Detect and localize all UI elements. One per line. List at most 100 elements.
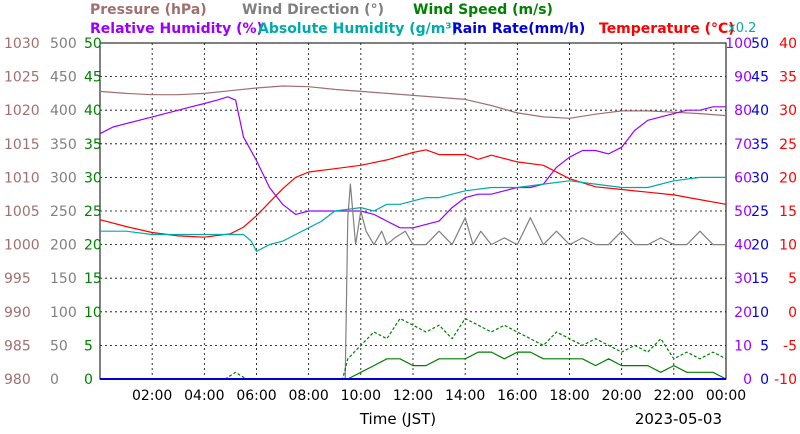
legend-entry: Relative Humidity (%) xyxy=(90,21,263,37)
wind-direction-tick-label: 350 xyxy=(50,137,77,153)
rain-rate-tick-label: 15 xyxy=(751,271,769,287)
wind-direction-tick-label: 0 xyxy=(50,372,59,388)
humidity-tick-label: 90 xyxy=(734,70,752,86)
x-tick-label: 16:00 xyxy=(497,388,537,404)
multiplier-label: x0.2 xyxy=(728,21,756,36)
wind-speed-tick-label: 20 xyxy=(84,238,102,254)
x-tick-label: 22:00 xyxy=(654,388,694,404)
humidity-tick-label: 100 xyxy=(725,36,752,52)
rain-rate-tick-label: 0 xyxy=(760,372,769,388)
legend-entry: Pressure (hPa) xyxy=(90,2,207,18)
humidity-tick-label: 60 xyxy=(734,170,752,186)
humidity-tick-label: 70 xyxy=(734,137,752,153)
series-line-5 xyxy=(100,317,727,380)
wind-direction-tick-label: 150 xyxy=(50,271,77,287)
rain-rate-tick-label: 20 xyxy=(751,238,769,254)
rain-rate-tick-label: 50 xyxy=(751,36,769,52)
wind-direction-tick-label: 500 xyxy=(50,36,77,52)
multiplier-text: x0.2 xyxy=(728,21,756,36)
pressure-tick-label: 1020 xyxy=(4,103,40,119)
series-line-3 xyxy=(100,176,726,252)
rain-rate-tick-label: 45 xyxy=(751,70,769,86)
legend-entry: Temperature (°C) xyxy=(599,21,735,37)
wind-speed-tick-label: 5 xyxy=(84,338,93,354)
legend-entry: Absolute Humidity (g/m³) xyxy=(258,21,458,37)
x-axis-label: Time (JST) xyxy=(359,410,436,428)
wind-speed-tick-label: 50 xyxy=(84,36,102,52)
x-tick-label: 10:00 xyxy=(341,388,381,404)
wind-direction-tick-label: 200 xyxy=(50,238,77,254)
series-line-4 xyxy=(100,183,726,380)
legend-entry: Rain Rate(mm/h) xyxy=(452,21,585,37)
wind-speed-tick-label: 25 xyxy=(84,204,102,220)
temperature-tick-label: 40 xyxy=(779,36,797,52)
x-tick-label: 02:00 xyxy=(132,388,172,404)
humidity-tick-label: 30 xyxy=(734,271,752,287)
temperature-tick-label: 5 xyxy=(788,271,797,287)
temperature-tick-label: 15 xyxy=(779,204,797,220)
pressure-tick-label: 1000 xyxy=(4,238,40,254)
temperature-tick-label: 25 xyxy=(779,137,797,153)
humidity-tick-label: 20 xyxy=(734,305,752,321)
x-tick-label: 08:00 xyxy=(288,388,328,404)
pressure-tick-label: 1005 xyxy=(4,204,40,220)
humidity-tick-label: 80 xyxy=(734,103,752,119)
pressure-tick-label: 1010 xyxy=(4,170,40,186)
date-label: 2023-05-03 xyxy=(635,410,722,428)
legend-entry: Wind Direction (°) xyxy=(242,2,384,18)
x-tick-label: 00:00 xyxy=(706,388,746,404)
temperature-tick-label: 35 xyxy=(779,70,797,86)
pressure-tick-label: 990 xyxy=(4,305,31,321)
wind-speed-tick-label: 0 xyxy=(84,372,93,388)
rain-rate-tick-label: 5 xyxy=(760,338,769,354)
x-tick-label: 12:00 xyxy=(393,388,433,404)
wind-direction-tick-label: 450 xyxy=(50,70,77,86)
series-line-2 xyxy=(99,96,726,229)
wind-speed-tick-label: 35 xyxy=(84,137,102,153)
humidity-tick-label: 10 xyxy=(734,338,752,354)
rain-rate-tick-label: 35 xyxy=(751,137,769,153)
pressure-tick-label: 995 xyxy=(4,271,31,287)
x-tick-label: 20:00 xyxy=(601,388,641,404)
series-line-6 xyxy=(100,351,727,380)
temperature-tick-label: 30 xyxy=(779,103,797,119)
legend-entry: Wind Speed (m/s) xyxy=(413,2,553,18)
humidity-tick-label: 0 xyxy=(743,372,752,388)
x-tick-label: 14:00 xyxy=(445,388,485,404)
temperature-tick-label: 0 xyxy=(788,305,797,321)
wind-direction-tick-label: 400 xyxy=(50,103,77,119)
rain-rate-tick-label: 25 xyxy=(751,204,769,220)
x-tick-label: 06:00 xyxy=(236,388,276,404)
wind-speed-tick-label: 45 xyxy=(84,70,102,86)
pressure-tick-label: 1015 xyxy=(4,137,40,153)
temperature-tick-label: -5 xyxy=(783,338,797,354)
grid xyxy=(100,43,726,379)
x-tick-label: 04:00 xyxy=(184,388,224,404)
x-tick-label: 18:00 xyxy=(549,388,589,404)
left-axes: 1030102510201015101010051000995990985980… xyxy=(4,36,102,388)
series-line-0 xyxy=(99,85,727,119)
wind-speed-tick-label: 15 xyxy=(84,271,102,287)
humidity-tick-label: 50 xyxy=(734,204,752,220)
legend: Pressure (hPa) Wind Direction (°) Wind Spe… xyxy=(90,2,735,37)
pressure-tick-label: 1030 xyxy=(4,36,40,52)
right-axes: 1009080706050403020100504540353025201510… xyxy=(725,36,797,388)
series-group xyxy=(99,85,727,380)
rain-rate-tick-label: 10 xyxy=(751,305,769,321)
wind-direction-tick-label: 300 xyxy=(50,170,77,186)
wind-speed-tick-label: 40 xyxy=(84,103,102,119)
rain-rate-tick-label: 40 xyxy=(751,103,769,119)
wind-direction-tick-label: 100 xyxy=(50,305,77,321)
temperature-tick-label: -10 xyxy=(774,372,797,388)
pressure-tick-label: 1025 xyxy=(4,70,40,86)
wind-speed-tick-label: 30 xyxy=(84,170,102,186)
temperature-tick-label: 10 xyxy=(779,238,797,254)
x-axis-ticks: 02:00 04:00 06:00 08:00 10:00 12:00 14:00 16:00… xyxy=(132,388,746,404)
wind-speed-tick-label: 10 xyxy=(84,305,102,321)
temperature-tick-label: 20 xyxy=(779,170,797,186)
rain-rate-tick-label: 30 xyxy=(751,170,769,186)
pressure-tick-label: 980 xyxy=(4,372,31,388)
wind-direction-tick-label: 250 xyxy=(50,204,77,220)
pressure-tick-label: 985 xyxy=(4,338,31,354)
